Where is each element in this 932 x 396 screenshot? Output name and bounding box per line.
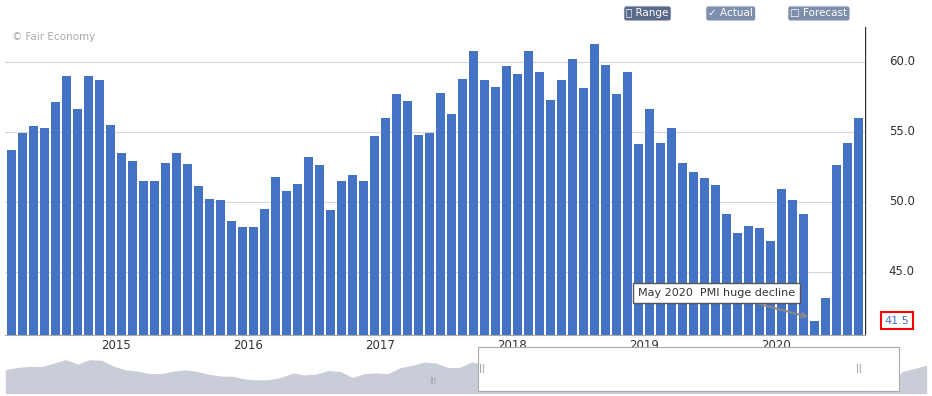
Bar — [843, 143, 852, 335]
Bar — [73, 109, 82, 335]
Bar — [381, 118, 390, 335]
Bar — [105, 125, 115, 335]
Bar — [128, 161, 137, 335]
Text: 60.0: 60.0 — [889, 55, 915, 69]
Bar — [799, 214, 808, 335]
Bar — [150, 181, 158, 335]
Bar — [656, 143, 665, 335]
Bar — [831, 166, 841, 335]
Bar — [194, 187, 203, 335]
Bar — [359, 181, 368, 335]
Bar — [7, 150, 16, 335]
Bar — [821, 298, 829, 335]
Bar — [446, 114, 456, 335]
Bar — [271, 177, 280, 335]
Text: © Fair Economy: © Fair Economy — [11, 32, 95, 42]
Bar — [810, 321, 819, 335]
Bar — [238, 227, 247, 335]
Text: 🔎: 🔎 — [900, 8, 908, 19]
Bar — [216, 200, 225, 335]
Bar — [40, 128, 48, 335]
Bar — [205, 199, 213, 335]
Bar — [579, 88, 588, 335]
Text: 41.5: 41.5 — [884, 316, 910, 326]
Bar — [645, 109, 653, 335]
Bar — [414, 135, 423, 335]
Bar — [84, 76, 93, 335]
Bar — [425, 133, 433, 335]
Bar — [336, 181, 346, 335]
Bar — [62, 76, 71, 335]
Bar — [116, 153, 126, 335]
Bar — [524, 51, 533, 335]
Text: 50.0: 50.0 — [889, 195, 914, 208]
Bar — [513, 74, 522, 335]
Text: 45.0: 45.0 — [889, 265, 915, 278]
Bar — [721, 214, 731, 335]
Bar — [776, 189, 786, 335]
Bar — [611, 94, 621, 335]
Bar — [469, 51, 478, 335]
Bar — [700, 178, 709, 335]
Bar — [535, 72, 543, 335]
Text: 🔍: 🔍 — [858, 8, 866, 19]
Bar — [689, 172, 698, 335]
Text: ||: || — [857, 364, 862, 373]
Bar — [160, 163, 170, 335]
Bar — [733, 232, 742, 335]
Bar — [678, 163, 687, 335]
Bar — [744, 226, 753, 335]
Bar — [50, 103, 60, 335]
Text: Mar 2014 — Aug 2020: Mar 2014 — Aug 2020 — [7, 6, 179, 21]
Bar — [95, 80, 103, 335]
Bar — [139, 181, 148, 335]
Bar — [623, 72, 632, 335]
Bar — [436, 93, 445, 335]
Bar — [590, 44, 598, 335]
Bar — [458, 79, 467, 335]
Bar — [370, 136, 378, 335]
Bar — [403, 101, 412, 335]
Bar — [171, 153, 181, 335]
Bar — [568, 59, 577, 335]
Bar — [480, 80, 488, 335]
Bar — [293, 184, 302, 335]
Bar — [249, 227, 258, 335]
Text: ⛳ Range: ⛳ Range — [626, 8, 668, 19]
Bar — [18, 133, 27, 335]
Bar — [183, 164, 192, 335]
Bar — [634, 145, 643, 335]
Bar — [766, 241, 774, 335]
Bar — [546, 100, 555, 335]
Bar — [260, 209, 268, 335]
Bar — [348, 175, 357, 335]
Bar — [501, 66, 511, 335]
Text: ✓ Actual: ✓ Actual — [708, 8, 753, 19]
Bar — [391, 94, 401, 335]
FancyBboxPatch shape — [478, 347, 899, 391]
Bar — [711, 185, 720, 335]
Text: □ Forecast: □ Forecast — [790, 8, 847, 19]
Text: ||: || — [479, 364, 485, 373]
Bar — [755, 228, 764, 335]
Bar — [326, 210, 335, 335]
Text: May 2020  PMI huge decline: May 2020 PMI huge decline — [638, 287, 806, 318]
Bar — [281, 190, 291, 335]
Bar — [666, 128, 676, 335]
Bar — [491, 87, 500, 335]
Bar — [854, 118, 863, 335]
Bar — [601, 65, 610, 335]
Bar — [315, 166, 323, 335]
Text: 55.0: 55.0 — [889, 125, 914, 138]
Text: |||: ||| — [429, 377, 436, 384]
Bar — [29, 126, 38, 335]
Bar — [788, 200, 797, 335]
Bar — [304, 157, 313, 335]
Bar — [226, 221, 236, 335]
Bar — [556, 80, 566, 335]
